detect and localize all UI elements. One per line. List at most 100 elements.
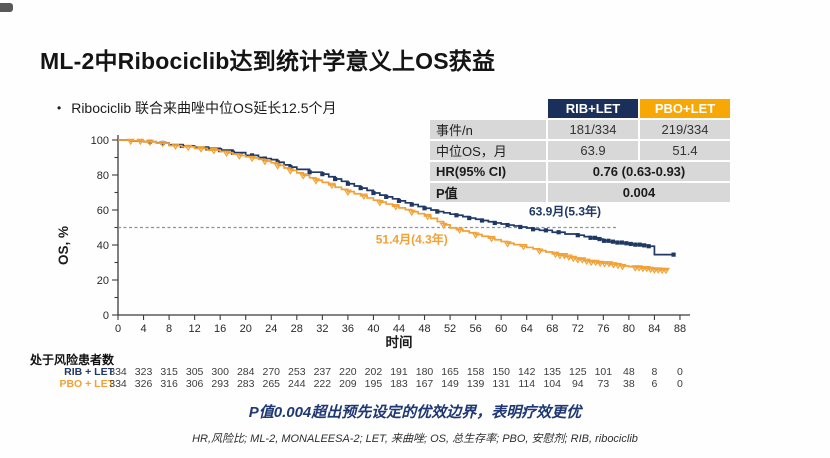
risk-row-label: PBO + LET [59,378,114,390]
censor-mark-square [619,240,624,245]
summary-rib-value: 63.9 [548,141,638,160]
risk-count: 315 [160,366,178,378]
censor-mark-square [454,213,459,218]
x-tick-label: 60 [495,323,507,335]
censor-mark-square [597,236,602,242]
censor-mark-triangle [591,259,600,267]
censor-mark-square [575,233,580,238]
censor-mark-square [409,202,414,207]
censor-mark-triangle [503,241,512,248]
censor-mark-triangle [609,262,618,269]
bullet-icon: • [57,101,62,115]
risk-count: 73 [597,378,610,390]
censor-mark-triangle [391,204,400,211]
censor-mark-triangle [375,200,384,207]
censor-mark-square [637,242,642,247]
censor-mark-square [320,172,325,177]
summary-row-label: 中位OS，月 [430,141,546,160]
censor-mark-triangle [136,138,145,146]
x-tick-label: 64 [521,323,533,335]
censor-mark-square [543,228,548,233]
censor-mark-triangle [286,168,295,175]
censor-mark-triangle [519,243,528,251]
risk-count: 270 [262,366,281,378]
risk-count: 191 [390,366,408,378]
censor-mark-triangle [235,153,244,160]
censor-mark-square [646,244,651,249]
risk-count: 114 [518,378,536,390]
censor-mark-square [345,181,350,186]
y-tick-label: 40 [97,240,109,252]
censor-mark-square [624,241,629,246]
censor-mark-triangle [126,138,135,146]
censor-mark-triangle [273,163,282,170]
censor-mark-triangle [171,143,180,150]
x-tick-label: 16 [214,323,226,335]
risk-count: 104 [543,378,561,390]
risk-count: 244 [288,378,306,390]
censor-mark-triangle [618,263,627,271]
x-tick-label: 20 [240,323,252,335]
risk-count: 0 [677,378,683,390]
x-tick-label: 84 [648,323,660,335]
censor-mark-triangle [260,158,269,166]
risk-count: 253 [288,366,306,378]
x-tick-label: 88 [674,323,686,335]
risk-count: 306 [185,378,204,390]
censor-mark-triangle [455,227,464,234]
censor-mark-triangle [222,150,231,158]
risk-count: 8 [651,366,658,378]
conclusion-statement: P值0.004超出预先设定的优效边界，表明疗效更优 [248,404,582,421]
x-tick-label: 56 [469,323,481,335]
censor-mark-square [633,242,638,247]
censor-mark-square [628,241,633,247]
censor-mark-square [606,238,611,243]
risk-count: 284 [236,366,255,378]
censor-mark-triangle [407,209,416,217]
x-tick-label: 12 [189,323,201,335]
risk-count: 142 [517,366,536,378]
censor-mark-square [307,170,312,175]
censor-mark-square [333,176,338,182]
censor-mark-square [396,198,402,203]
censor-mark-square [371,190,376,196]
median-annotation-rib: 63.9月(5.3年) [529,203,601,218]
x-tick-label: 0 [115,323,121,335]
summary-row-label: HR(95% CI) [430,162,546,181]
risk-count: 150 [492,366,510,378]
x-tick-label: 4 [140,323,146,335]
x-tick-label: 44 [393,323,405,335]
x-axis-title: 时间 [385,334,412,350]
censor-mark-triangle [145,139,155,147]
median-annotation-pbo: 51.4月(4.3年) [376,232,448,247]
risk-count: 6 [651,378,658,390]
summary-pbo-value: 219/334 [640,120,730,139]
x-tick-label: 72 [572,323,584,335]
y-tick-label: 20 [97,275,109,287]
summary-row: 中位OS，月 63.9 51.4 [430,141,730,160]
censor-mark-triangle [359,193,368,200]
summary-row: HR(95% CI) 0.76 (0.63-0.93) [430,162,730,181]
x-tick-label: 76 [597,323,609,335]
censor-mark-square [467,215,472,221]
x-tick-label: 24 [265,323,277,335]
censor-mark-triangle [613,262,623,270]
summary-span-value: 0.004 [548,183,730,202]
risk-count: 183 [390,378,408,390]
risk-count: 300 [211,366,229,378]
risk-row-pbo-let: PBO + LET 334 326 316 306 293 283 265 244 222 209 1… [0,378,830,390]
censor-mark-square [642,243,647,248]
censor-mark-triangle [343,189,352,196]
censor-mark-square [505,222,510,228]
risk-count: 334 [109,378,127,390]
risk-count: 222 [313,378,332,390]
censor-mark-triangle [604,261,614,268]
censor-mark-square [601,238,607,243]
censor-mark-triangle [638,266,648,273]
censor-mark-triangle [471,232,480,239]
x-tick-label: 52 [444,323,456,335]
risk-count: 135 [543,366,561,378]
censor-mark-triangle [535,248,544,255]
abbreviations-footnote: HR,风险比; ML-2, MONALEESA-2; LET, 来曲唑; OS,… [192,433,638,445]
